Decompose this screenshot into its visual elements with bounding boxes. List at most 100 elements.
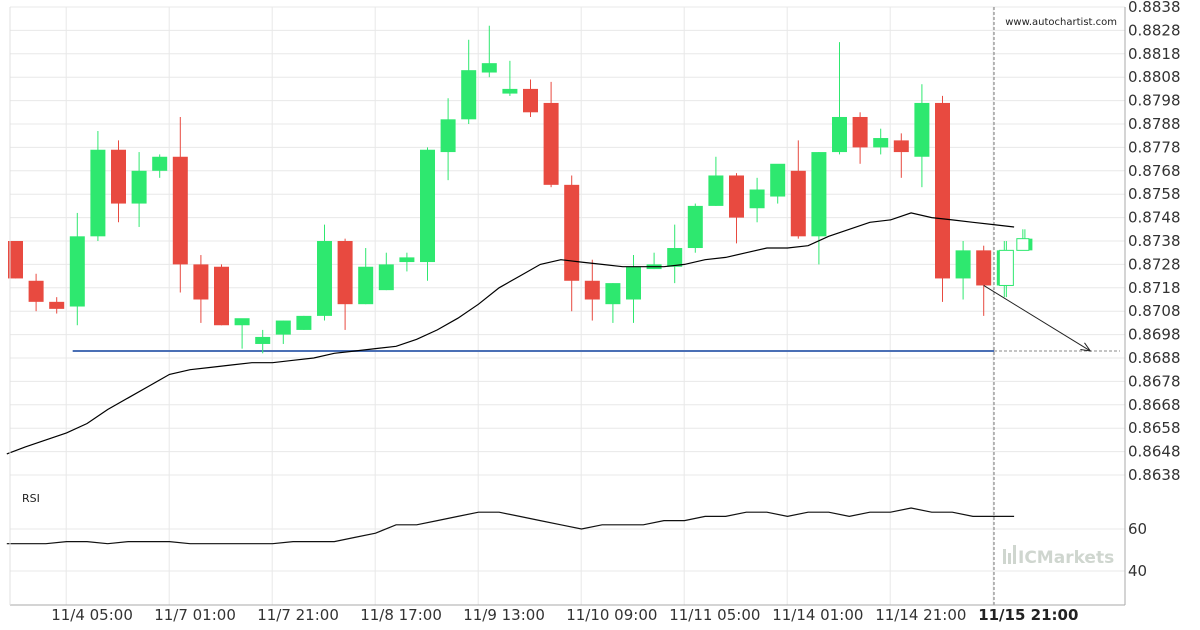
candle (584, 259, 600, 321)
rsi-tick-label: 40 (1128, 562, 1147, 580)
y-tick-label: 0.8838 (1128, 0, 1181, 16)
moving-average-line (6, 212, 1015, 455)
candle (275, 320, 291, 344)
x-tick-label: 11/14 21:00 (875, 606, 966, 624)
candle-body (152, 156, 168, 171)
candle (234, 318, 250, 349)
y-tick-label: 0.8788 (1128, 115, 1181, 133)
candle-body (770, 163, 786, 197)
candle-body (790, 170, 806, 237)
candle (502, 60, 518, 96)
y-tick-label: 0.8768 (1128, 162, 1181, 180)
y-tick-label: 0.8648 (1128, 443, 1181, 461)
hollow-candle-body (1016, 238, 1030, 251)
x-tick-label: 11/14 01:00 (772, 606, 863, 624)
candle (399, 252, 415, 272)
candle (564, 175, 580, 312)
x-tick-label: 11/9 13:00 (463, 606, 545, 624)
price-panel (6, 7, 1120, 605)
candle (8, 241, 23, 279)
candle-body (111, 149, 126, 204)
candle-body (873, 138, 889, 148)
candle-body (461, 70, 477, 120)
candle (832, 42, 847, 155)
x-tick-label: 11/7 01:00 (154, 606, 236, 624)
y-tick-label: 0.8728 (1128, 255, 1181, 273)
candle (90, 131, 106, 241)
y-tick-label: 0.8638 (1128, 466, 1181, 484)
candle (852, 112, 868, 164)
candle (358, 248, 374, 305)
candle-body (420, 149, 435, 263)
candle (976, 245, 992, 316)
y-tick-label: 0.8678 (1128, 372, 1181, 390)
x-tick-label: 11/8 17:00 (360, 606, 442, 624)
candle (605, 283, 621, 323)
candle (337, 238, 353, 330)
candle (729, 173, 744, 244)
brand-logo: ICMarkets (1003, 545, 1114, 568)
candle-body (564, 184, 580, 281)
x-tick-label: 11/15 21:00 (978, 606, 1078, 624)
candle (378, 252, 394, 291)
candle (255, 329, 271, 354)
candle-body (172, 156, 188, 265)
brand-name: ICMarkets (1018, 548, 1114, 568)
projection-arrow-line (983, 285, 1091, 352)
candle-body (378, 264, 394, 291)
candle (873, 128, 889, 155)
candle-body (234, 318, 250, 326)
brand-logo-bar-3 (1013, 545, 1016, 564)
candle (543, 81, 559, 188)
candle (317, 224, 332, 321)
candle (420, 147, 435, 281)
candle (481, 25, 497, 78)
candle (811, 152, 827, 265)
candle (667, 224, 683, 284)
candle-body (832, 116, 847, 153)
candle (914, 84, 930, 188)
candle-body (440, 119, 456, 153)
candle-body (481, 63, 497, 73)
candle (461, 39, 477, 124)
y-tick-label: 0.8818 (1128, 45, 1181, 63)
rsi-label: RSI (22, 492, 40, 505)
candle-body (584, 280, 600, 300)
rsi-panel (6, 507, 1015, 545)
y-tick-label: 0.8828 (1128, 21, 1181, 39)
candle (523, 79, 538, 117)
y-tick-label: 0.8698 (1128, 326, 1181, 344)
candle (790, 140, 806, 239)
candle (111, 140, 126, 223)
candle (770, 163, 786, 204)
candle (955, 241, 971, 300)
candle-body (852, 116, 868, 148)
candle (214, 264, 229, 326)
y-tick-label: 0.8738 (1128, 232, 1181, 250)
candle-body (255, 336, 271, 344)
candle-body (337, 241, 353, 305)
candle-body (358, 266, 374, 305)
candle (193, 255, 209, 323)
candle-body (49, 301, 65, 309)
chart-axes: 0.8838 0.8828 0.8818 0.8808 0.8798 0.8788 0.87… (9, 0, 1181, 624)
y-tick-label: 0.8748 (1128, 209, 1181, 227)
chart-grid (10, 6, 1125, 605)
candle (749, 177, 765, 223)
candle-body (605, 283, 621, 305)
candle (626, 255, 641, 323)
x-tick-label: 11/11 05:00 (669, 606, 760, 624)
candle-body (131, 170, 147, 204)
candle-body (69, 236, 85, 307)
candle-body (28, 280, 44, 302)
projection-arrow-head (1080, 342, 1092, 352)
candle-body (811, 152, 827, 237)
candle (49, 297, 65, 314)
candle (152, 154, 168, 178)
y-tick-label: 0.8658 (1128, 419, 1181, 437)
y-tick-label: 0.8708 (1128, 302, 1181, 320)
y-tick-label: 0.8758 (1128, 185, 1181, 203)
candle-body (275, 320, 291, 335)
y-tick-label: 0.8808 (1128, 68, 1181, 86)
